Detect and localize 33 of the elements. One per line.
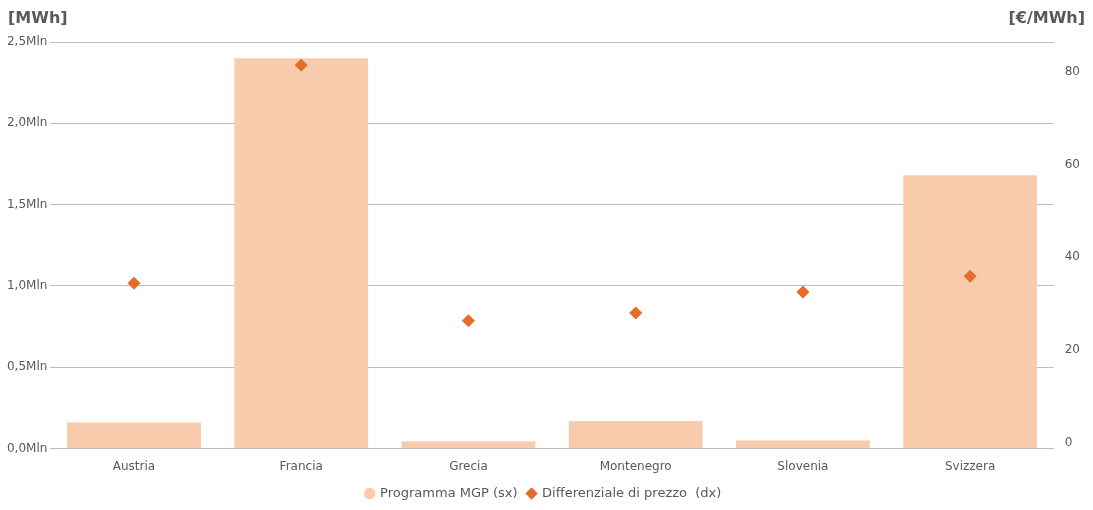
- x-tick-label: Francia: [279, 458, 323, 473]
- point: [127, 276, 141, 290]
- y2-tick-label: 60: [1064, 156, 1081, 171]
- y-tick-label: 1,0Mln: [6, 278, 48, 293]
- x-tick-label: Svizzera: [944, 458, 996, 473]
- y-tick-label: 1,5Mln: [6, 196, 48, 211]
- y2-tick-label: 20: [1064, 342, 1081, 357]
- x-tick-label: Montenegro: [599, 458, 672, 473]
- y2-tick-label: 0: [1064, 434, 1073, 449]
- x-tick-label: Grecia: [449, 458, 488, 473]
- bar: [67, 422, 201, 449]
- point: [963, 269, 977, 283]
- legend-label: Differenziale di prezzo (dx): [542, 484, 722, 500]
- y2-axis-title: [€/MWh]: [1008, 8, 1085, 27]
- bar: [736, 440, 870, 449]
- point: [294, 58, 308, 72]
- y2-tick-label: 40: [1064, 249, 1081, 264]
- bar: [568, 420, 703, 449]
- y-axis-title: [MWh]: [8, 8, 68, 27]
- bar: [234, 58, 369, 449]
- point: [629, 306, 643, 320]
- bar: [401, 441, 536, 449]
- y-tick-label: 0,5Mln: [6, 359, 48, 374]
- y-tick-label: 2,5Mln: [6, 34, 48, 49]
- y-tick-label: 0,0Mln: [6, 440, 48, 455]
- point: [796, 285, 810, 299]
- bar: [903, 175, 1038, 449]
- x-tick-label: Slovenia: [777, 458, 829, 473]
- point: [461, 314, 475, 328]
- legend-label: Programma MGP (sx): [380, 484, 518, 500]
- x-tick-label: Austria: [112, 458, 156, 473]
- y-tick-label: 2,0Mln: [6, 115, 48, 130]
- y2-tick-label: 80: [1064, 64, 1081, 79]
